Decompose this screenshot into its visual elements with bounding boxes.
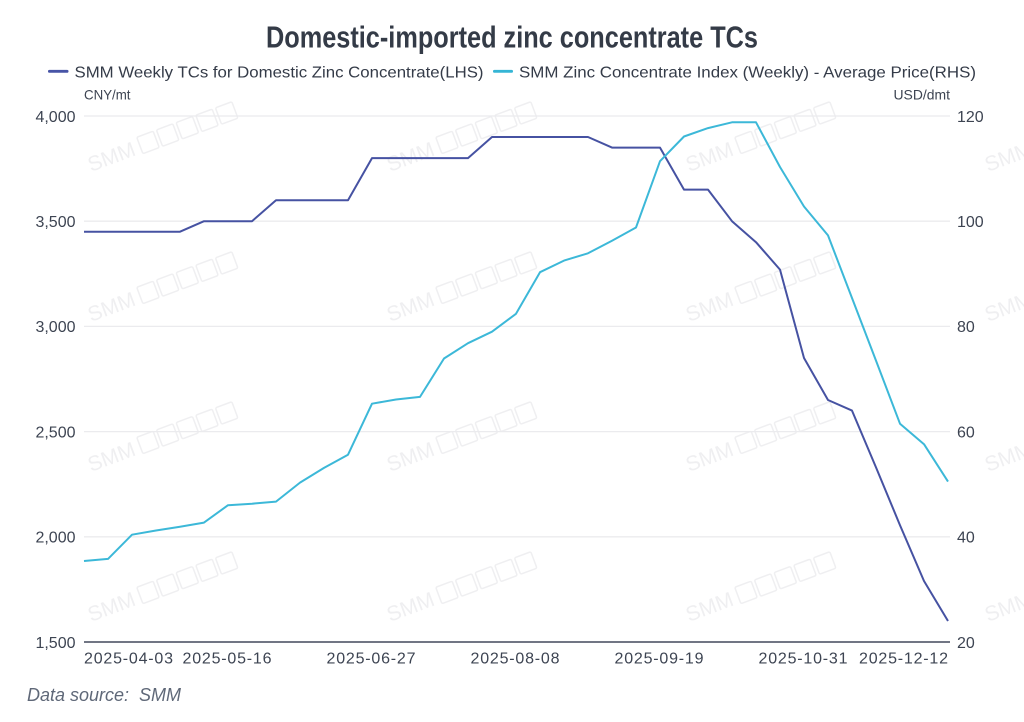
- svg-text:2025-08-08: 2025-08-08: [471, 651, 560, 668]
- svg-text:SMM: SMM: [982, 438, 1024, 477]
- svg-text:USD/dmt: USD/dmt: [894, 87, 951, 103]
- svg-text:2,500: 2,500: [35, 424, 75, 441]
- svg-text:20: 20: [957, 635, 975, 652]
- svg-text:120: 120: [957, 109, 984, 126]
- svg-text:SMM: SMM: [384, 288, 438, 327]
- svg-text:100: 100: [957, 214, 984, 231]
- svg-text:80: 80: [957, 319, 975, 336]
- svg-text:SMM: SMM: [384, 588, 438, 627]
- svg-text:SMM: SMM: [683, 288, 737, 327]
- svg-text:SMM: SMM: [982, 288, 1024, 327]
- svg-text:SMM Weekly TCs for Domestic Zi: SMM Weekly TCs for Domestic Zinc Concent…: [75, 64, 484, 81]
- svg-text:SMM: SMM: [683, 138, 737, 177]
- svg-text:2025-10-31: 2025-10-31: [759, 651, 848, 668]
- svg-text:SMM: SMM: [384, 438, 438, 477]
- svg-text:CNY/mt: CNY/mt: [84, 87, 131, 103]
- svg-text:2,000: 2,000: [35, 530, 75, 547]
- svg-text:2025-05-16: 2025-05-16: [183, 651, 272, 668]
- svg-text:60: 60: [957, 424, 975, 441]
- svg-text:SMM: SMM: [85, 138, 139, 177]
- svg-text:1,500: 1,500: [35, 635, 75, 652]
- svg-text:SMM: SMM: [683, 588, 737, 627]
- svg-text:Data source: SMM: Data source: SMM: [27, 685, 181, 705]
- svg-text:2025-09-19: 2025-09-19: [615, 651, 704, 668]
- svg-text:2025-06-27: 2025-06-27: [327, 651, 416, 668]
- svg-text:SMM: SMM: [982, 588, 1024, 627]
- svg-text:2025-04-03: 2025-04-03: [84, 651, 173, 668]
- svg-text:SMM: SMM: [85, 288, 139, 327]
- svg-text:SMM: SMM: [85, 588, 139, 627]
- svg-text:SMM: SMM: [85, 438, 139, 477]
- svg-text:4,000: 4,000: [35, 109, 75, 126]
- svg-text:3,000: 3,000: [35, 319, 75, 336]
- svg-text:40: 40: [957, 530, 975, 547]
- svg-text:3,500: 3,500: [35, 214, 75, 231]
- svg-text:SMM Zinc Concentrate Index (We: SMM Zinc Concentrate Index (Weekly) - Av…: [519, 64, 976, 81]
- svg-text:2025-12-12: 2025-12-12: [859, 651, 948, 668]
- svg-text:SMM: SMM: [683, 438, 737, 477]
- svg-text:SMM: SMM: [982, 138, 1024, 177]
- svg-text:Domestic-imported zinc concent: Domestic-imported zinc concentrate TCs: [266, 20, 758, 55]
